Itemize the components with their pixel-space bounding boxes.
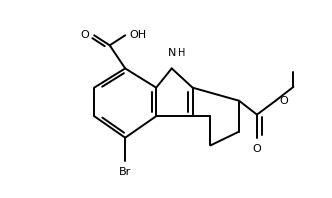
Text: H: H xyxy=(178,48,185,58)
Text: N: N xyxy=(168,48,176,58)
Text: O: O xyxy=(253,144,261,154)
Text: O: O xyxy=(280,96,288,106)
Text: Br: Br xyxy=(119,167,131,177)
Text: O: O xyxy=(81,30,90,40)
Text: OH: OH xyxy=(129,30,146,40)
